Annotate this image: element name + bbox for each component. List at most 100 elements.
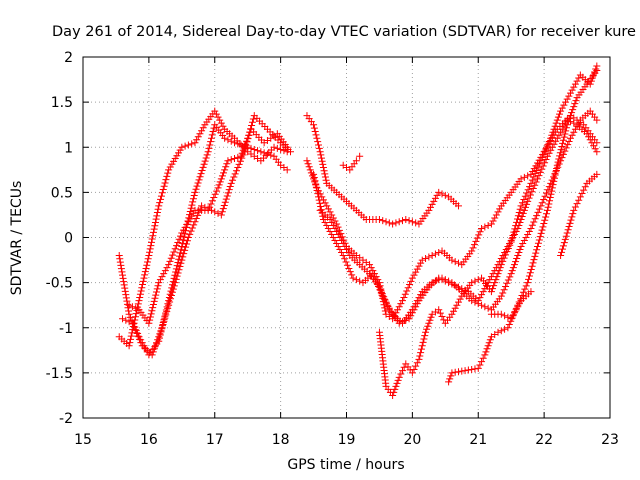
data-point <box>401 290 409 298</box>
data-point <box>321 218 329 226</box>
data-point <box>531 181 539 189</box>
data-point <box>436 309 444 317</box>
data-point <box>385 219 393 227</box>
data-point <box>389 220 397 228</box>
data-point <box>230 173 238 181</box>
data-point <box>496 205 504 213</box>
data-point <box>342 258 350 266</box>
data-point <box>553 165 561 173</box>
data-point <box>152 215 160 223</box>
data-point <box>540 150 548 158</box>
data-point <box>167 295 175 303</box>
data-point <box>339 252 347 260</box>
data-point <box>171 245 179 253</box>
data-point <box>172 275 180 283</box>
data-point <box>154 336 162 344</box>
data-point <box>181 246 189 254</box>
data-point <box>203 151 211 159</box>
data-point <box>417 349 425 357</box>
data-point <box>550 174 558 182</box>
data-point <box>548 184 556 192</box>
data-point <box>514 303 522 311</box>
data-point <box>445 279 453 287</box>
data-point <box>216 116 224 124</box>
data-point <box>412 219 420 227</box>
data-point <box>181 230 189 238</box>
data-point <box>389 391 397 399</box>
data-point <box>225 186 233 194</box>
data-point <box>336 246 344 254</box>
data-point <box>405 217 413 225</box>
data-point <box>558 104 566 112</box>
data-point <box>237 152 245 160</box>
data-point <box>536 168 544 176</box>
data-points <box>115 62 601 399</box>
data-point <box>139 281 147 289</box>
data-point <box>155 333 163 341</box>
data-point <box>323 221 331 229</box>
data-point <box>190 192 198 200</box>
data-point <box>474 276 482 284</box>
data-point <box>478 291 486 299</box>
data-point <box>326 227 334 235</box>
data-point <box>517 202 525 210</box>
data-point <box>451 282 459 290</box>
data-point <box>593 148 601 156</box>
data-point <box>533 246 541 254</box>
data-point <box>224 136 232 144</box>
data-point <box>196 130 204 138</box>
data-point <box>508 267 516 275</box>
data-point <box>565 92 573 100</box>
x-tick-label: 21 <box>469 432 487 448</box>
data-point <box>499 289 507 297</box>
data-point <box>570 103 578 111</box>
data-point <box>123 300 131 308</box>
data-point <box>175 252 183 260</box>
data-point <box>224 189 232 197</box>
data-point <box>562 124 570 132</box>
data-point <box>448 280 456 288</box>
data-point <box>541 147 549 155</box>
data-point <box>550 125 558 133</box>
data-point <box>544 186 552 194</box>
data-point <box>197 170 205 178</box>
data-point <box>497 292 505 300</box>
data-point <box>311 177 319 185</box>
data-point <box>428 200 436 208</box>
data-point <box>502 282 510 290</box>
data-point <box>453 301 461 309</box>
data-point <box>160 270 168 278</box>
data-point <box>312 183 320 191</box>
data-point <box>147 242 155 250</box>
data-point <box>125 307 133 315</box>
data-point <box>550 177 558 185</box>
data-point <box>563 121 571 129</box>
data-point <box>239 146 247 154</box>
data-point <box>566 89 574 97</box>
data-point <box>484 221 492 229</box>
data-point <box>159 321 167 329</box>
data-point <box>531 252 539 260</box>
data-point <box>175 266 183 274</box>
data-point <box>137 287 145 295</box>
data-point <box>561 235 569 243</box>
data-point <box>504 313 512 321</box>
data-point <box>410 306 418 314</box>
data-point <box>156 276 164 284</box>
data-point <box>379 217 387 225</box>
data-point <box>186 230 194 238</box>
data-point <box>548 187 556 195</box>
data-point <box>184 141 192 149</box>
series-track-2 <box>115 107 291 350</box>
data-point <box>394 376 402 384</box>
data-point <box>585 133 593 141</box>
data-point <box>560 239 568 247</box>
data-point <box>425 206 433 214</box>
data-point <box>425 319 433 327</box>
data-point <box>199 163 207 171</box>
data-point <box>549 128 557 136</box>
data-point <box>134 332 142 340</box>
data-point <box>231 170 239 178</box>
data-point <box>235 160 243 168</box>
data-point <box>491 279 499 287</box>
